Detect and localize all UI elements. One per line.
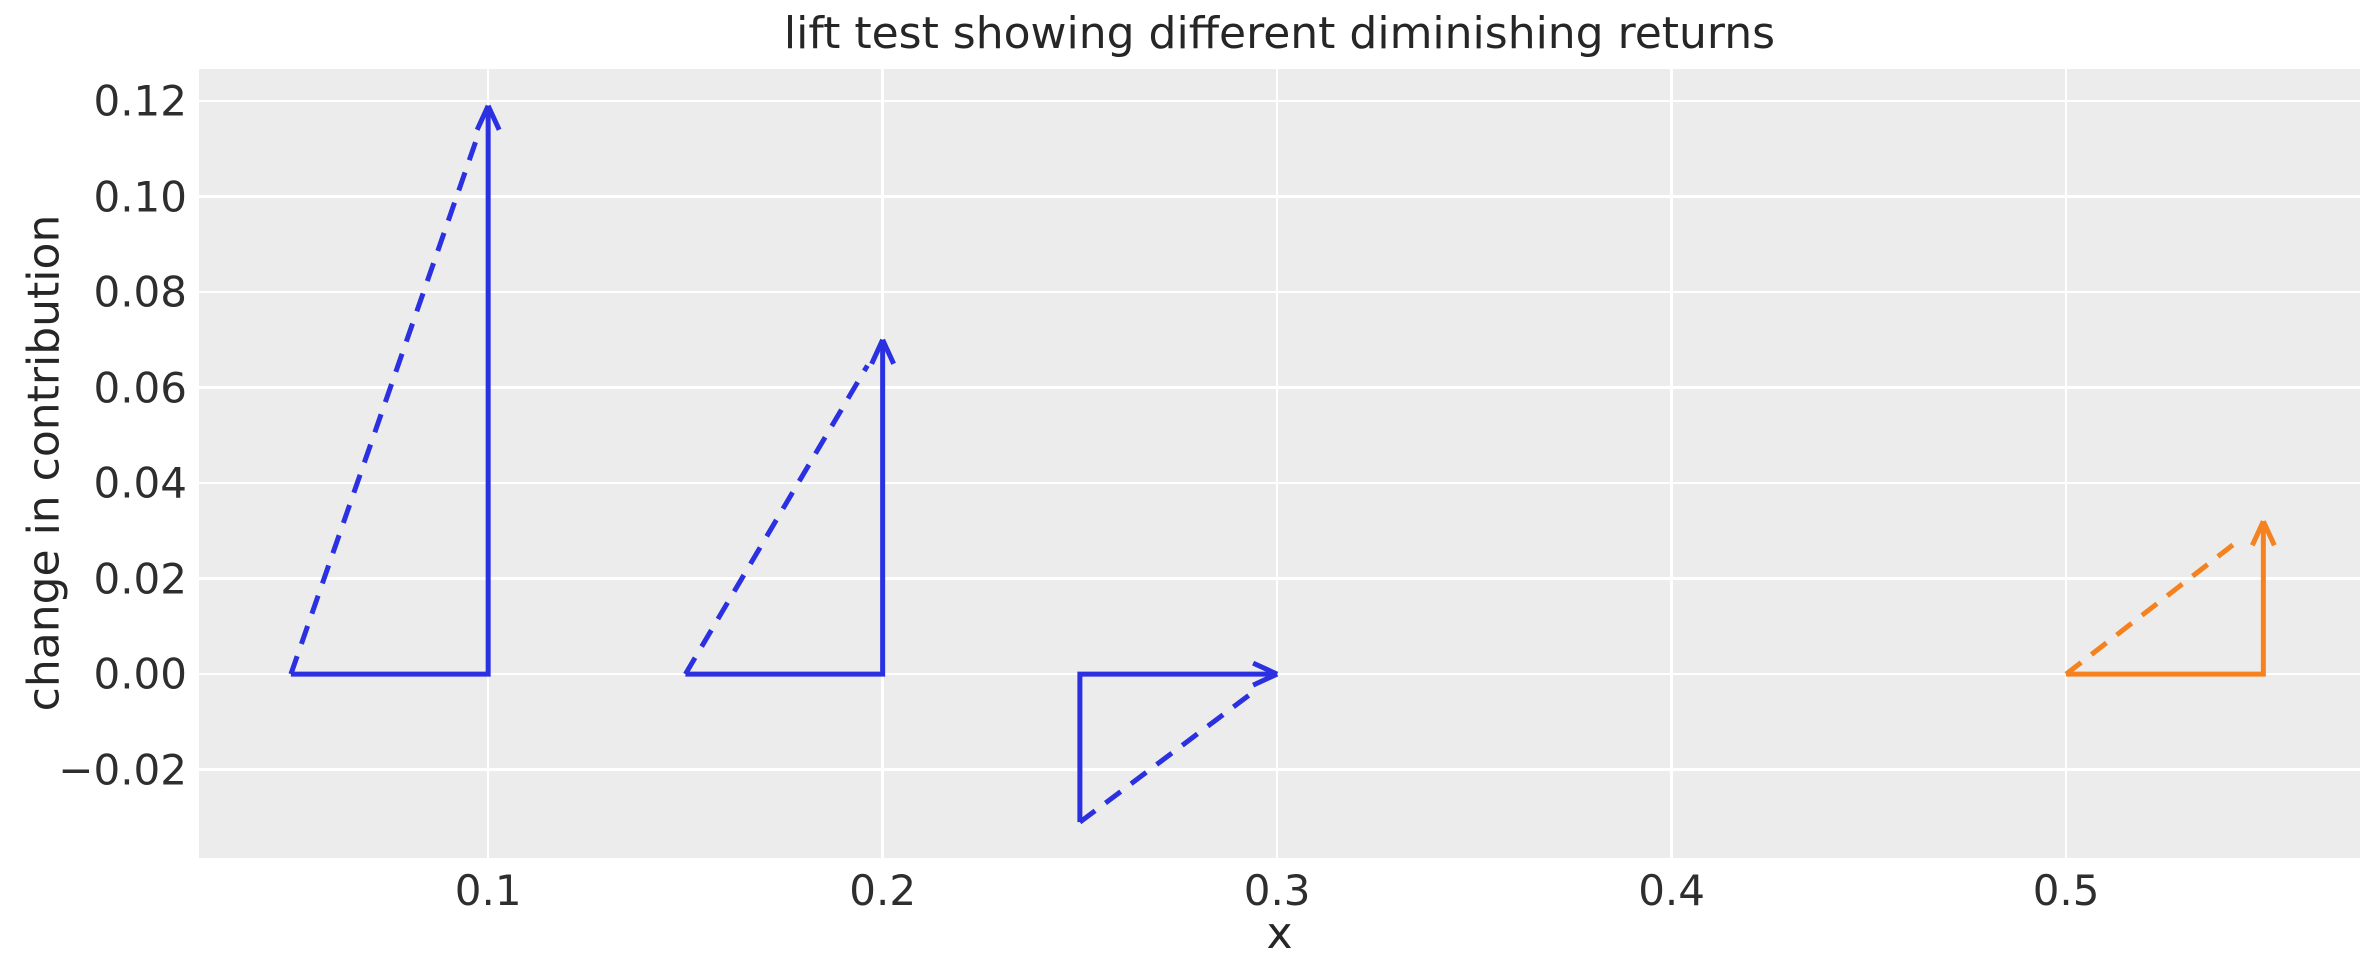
y-tick-label: 0.10 bbox=[93, 172, 187, 222]
lift-triangle-3-solid-legs bbox=[1077, 671, 1278, 823]
y-gridline bbox=[199, 290, 2360, 294]
chart-title: lift test showing different diminishing … bbox=[783, 8, 1776, 59]
x-tick-label: 0.1 bbox=[454, 866, 522, 915]
x-tick-label: 0.2 bbox=[849, 866, 917, 915]
y-tick-label: 0.06 bbox=[93, 363, 187, 413]
x-tick-label: 0.4 bbox=[1638, 866, 1706, 915]
y-gridline bbox=[199, 195, 2360, 198]
y-tick-label: 0.02 bbox=[93, 554, 187, 604]
plot-area bbox=[199, 69, 2360, 858]
lift-triangle-4-solid-legs bbox=[2066, 521, 2266, 677]
y-gridline bbox=[199, 481, 2360, 485]
x-axis-label: x bbox=[1266, 908, 1293, 959]
y-tick-label: 0.08 bbox=[93, 267, 187, 317]
lift-triangle-2-solid-legs bbox=[685, 339, 886, 677]
y-gridline bbox=[199, 672, 2360, 676]
y-gridline bbox=[199, 768, 2360, 771]
x-gridline bbox=[2064, 69, 2068, 858]
lift-triangle-1-solid-legs bbox=[290, 105, 491, 677]
lift-triangle-2-arrowhead bbox=[880, 338, 896, 365]
x-gridline bbox=[1275, 69, 1279, 858]
lift-triangle-3-arrowhead bbox=[1252, 671, 1279, 688]
y-tick-label: 0.04 bbox=[93, 458, 187, 508]
y-tick-label: 0.00 bbox=[93, 649, 187, 699]
lift-triangle-4-dashed-hypotenuse bbox=[2064, 537, 2242, 677]
y-gridline bbox=[199, 577, 2360, 580]
lift-triangle-3-arrowhead bbox=[1252, 660, 1279, 677]
triangles-layer bbox=[288, 104, 2277, 825]
x-tick-label: 0.3 bbox=[1243, 866, 1311, 915]
lift-triangle-3-dashed-hypotenuse bbox=[1078, 690, 1255, 825]
lift-triangle-4-arrowhead bbox=[2250, 520, 2266, 547]
y-tick-label: 0.12 bbox=[93, 76, 187, 126]
lift-triangle-2-dashed-hypotenuse bbox=[683, 364, 870, 676]
lift-triangle-1-dashed-hypotenuse bbox=[288, 133, 481, 675]
y-gridline bbox=[199, 99, 2360, 103]
x-tick-label: 0.5 bbox=[2032, 866, 2100, 915]
y-gridline bbox=[199, 386, 2360, 389]
lift-triangle-2-arrowhead bbox=[869, 338, 885, 365]
lift-triangle-4-arrowhead bbox=[2261, 520, 2277, 547]
lift-triangle-1-arrowhead bbox=[485, 104, 502, 131]
lift-triangle-1-arrowhead bbox=[474, 104, 491, 131]
y-tick-label: −0.02 bbox=[58, 745, 187, 795]
x-gridline bbox=[1670, 69, 1673, 858]
